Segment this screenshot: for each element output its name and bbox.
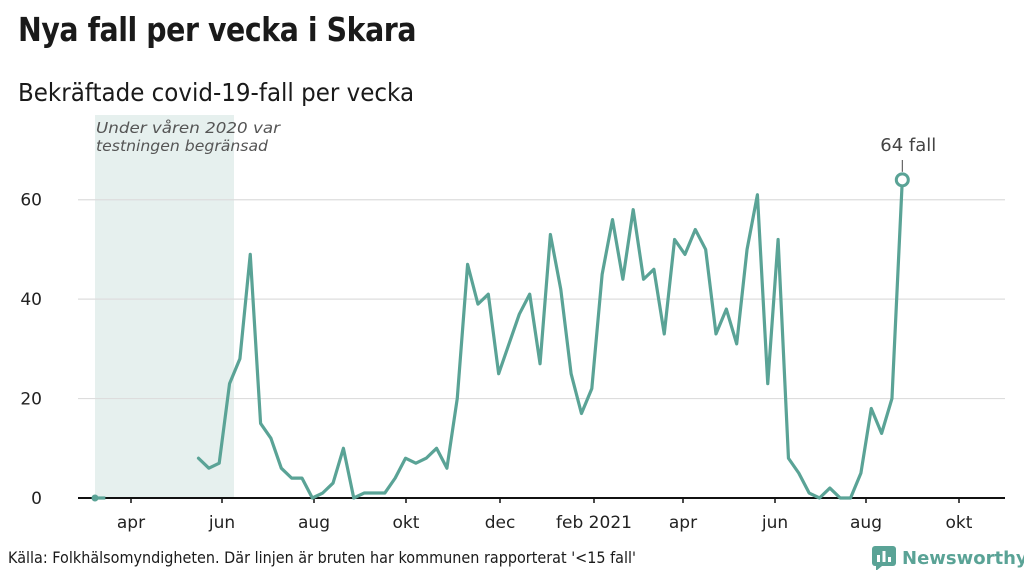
- x-tick-label: apr: [117, 513, 145, 533]
- y-tick-label: 0: [31, 489, 42, 509]
- source-note: Källa: Folkhälsomyndigheten. Där linjen …: [8, 548, 636, 567]
- x-tick-label: apr: [669, 513, 697, 533]
- x-tick-label: aug: [850, 513, 882, 533]
- x-tick-label: aug: [298, 513, 330, 533]
- last-point-marker: [894, 172, 910, 188]
- x-tick-label: jun: [761, 513, 788, 533]
- y-tick-label: 40: [20, 290, 42, 310]
- last-point-label: 64 fall: [880, 135, 936, 156]
- brand-name: Newsworthy: [902, 547, 1024, 569]
- y-tick-label: 20: [20, 390, 42, 410]
- chart-title: Nya fall per vecka i Skara: [18, 10, 417, 49]
- x-tick-label: okt: [946, 513, 973, 533]
- x-tick-label: okt: [393, 513, 420, 533]
- chart-subtitle: Bekräftade covid-19-fall per vecka: [18, 78, 415, 107]
- y-tick-label: 60: [20, 191, 42, 211]
- x-tick-label: jun: [208, 513, 235, 533]
- shaded-region: [95, 115, 234, 498]
- shaded-region-label: Under våren 2020 var: [96, 119, 281, 137]
- x-tick-label: feb 2021: [556, 513, 632, 533]
- series-line-main: [196, 178, 904, 500]
- brand-logo: Newsworthy: [872, 546, 1024, 570]
- newsworthy-logo-icon: [872, 546, 896, 570]
- x-tick-label: dec: [485, 513, 516, 533]
- shaded-region-label: testningen begränsad: [96, 137, 268, 155]
